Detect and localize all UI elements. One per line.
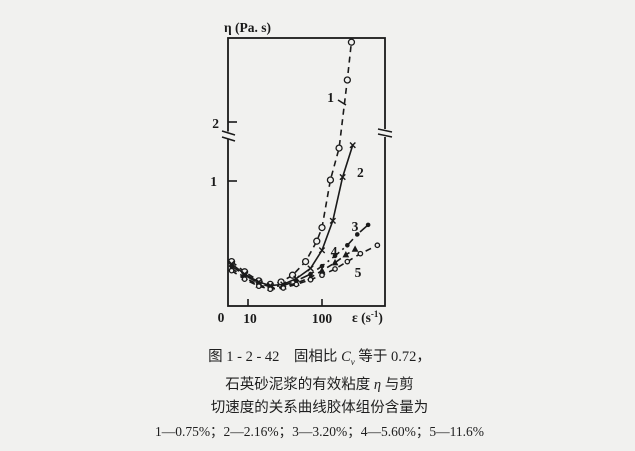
x-axis-label: ε (s-1): [352, 309, 383, 325]
caption-line-1: 图 1 - 2 - 42 固相比 Cv 等于 0.72，: [208, 349, 431, 367]
curve-4-marker: [318, 266, 326, 274]
curve-2-label: 2: [357, 165, 364, 180]
curve-3-line: [231, 224, 369, 288]
curve-4-marker: [342, 251, 350, 258]
curve-3-marker: [319, 263, 325, 269]
curve-5-marker: [293, 281, 300, 288]
y-tick-1-label: 1: [210, 174, 217, 189]
curve-2-marker: [329, 217, 337, 224]
curve-3-marker: [365, 222, 371, 228]
y-axis-label: η (Pa. s): [224, 20, 271, 35]
x-tick-100-label: 100: [312, 311, 333, 326]
caption-line-3: 切速度的关系曲线胶体组份含量为: [210, 399, 429, 416]
curve-3-marker: [355, 232, 360, 237]
curve-2-marker: [307, 265, 314, 272]
curves-layer: [228, 38, 381, 293]
viscosity-symbol: η: [373, 376, 382, 393]
curve-5-label: 5: [355, 265, 362, 280]
curve-5-marker: [319, 272, 325, 279]
x-tick-10-label: 10: [243, 311, 257, 326]
curve-3-marker: [332, 253, 338, 259]
curve-1-marker: [301, 257, 310, 266]
curve-1-marker: [343, 76, 351, 84]
curve-1-marker: [326, 176, 335, 184]
x-tick-0-label: 0: [218, 310, 225, 325]
curve-1-label: 1: [327, 90, 334, 105]
curve-3-label: 3: [352, 219, 359, 234]
curve-5-marker: [374, 242, 381, 249]
curve-1-marker: [318, 223, 326, 232]
curve-1-marker: [335, 144, 343, 152]
y-tick-2-label: 2: [212, 116, 219, 131]
curve-5-marker: [255, 283, 262, 290]
y-axis-break-right: [377, 128, 393, 138]
curve-5-marker: [344, 258, 351, 265]
curve-2-marker: [318, 247, 326, 254]
solid-ratio-symbol: C: [341, 349, 351, 365]
curve-5-marker: [332, 266, 338, 272]
caption-line-2: 石英砂泥浆的有效粘度 η 与剪: [225, 376, 414, 393]
curve-2-marker: [349, 142, 356, 149]
plot-frame: [227, 37, 386, 307]
curve-1-marker: [313, 237, 321, 245]
curve-5-marker: [280, 285, 287, 291]
curve-4-marker: [351, 245, 359, 252]
curve-3-marker: [345, 242, 350, 248]
curve-4-line: [231, 248, 356, 289]
curve-2-marker: [339, 173, 346, 181]
curve-4-marker: [331, 258, 339, 266]
curve-4-label: 4: [331, 244, 338, 259]
curve-1-marker: [347, 38, 356, 46]
curve-5-marker: [228, 267, 235, 274]
figure-caption: 图 1 - 2 - 42 固相比 Cv 等于 0.72， 石英砂泥浆的有效粘度 …: [2, 346, 635, 443]
curve-5-marker: [241, 276, 248, 283]
curve-1-label-leader: [337, 99, 347, 106]
curve-5-marker: [307, 276, 314, 283]
y-axis-break-left: [221, 130, 236, 142]
curve-5-marker: [267, 286, 274, 293]
caption-legend: 1—0.75%；2—2.16%；3—3.20%；4—5.60%；5—11.6%: [154, 423, 485, 439]
viscosity-shear-rate-chart: η (Pa. s) 2 1 0 10 100 ε (s-1) 1 2 3 4 5: [210, 20, 393, 326]
curve-5-marker: [357, 250, 364, 257]
